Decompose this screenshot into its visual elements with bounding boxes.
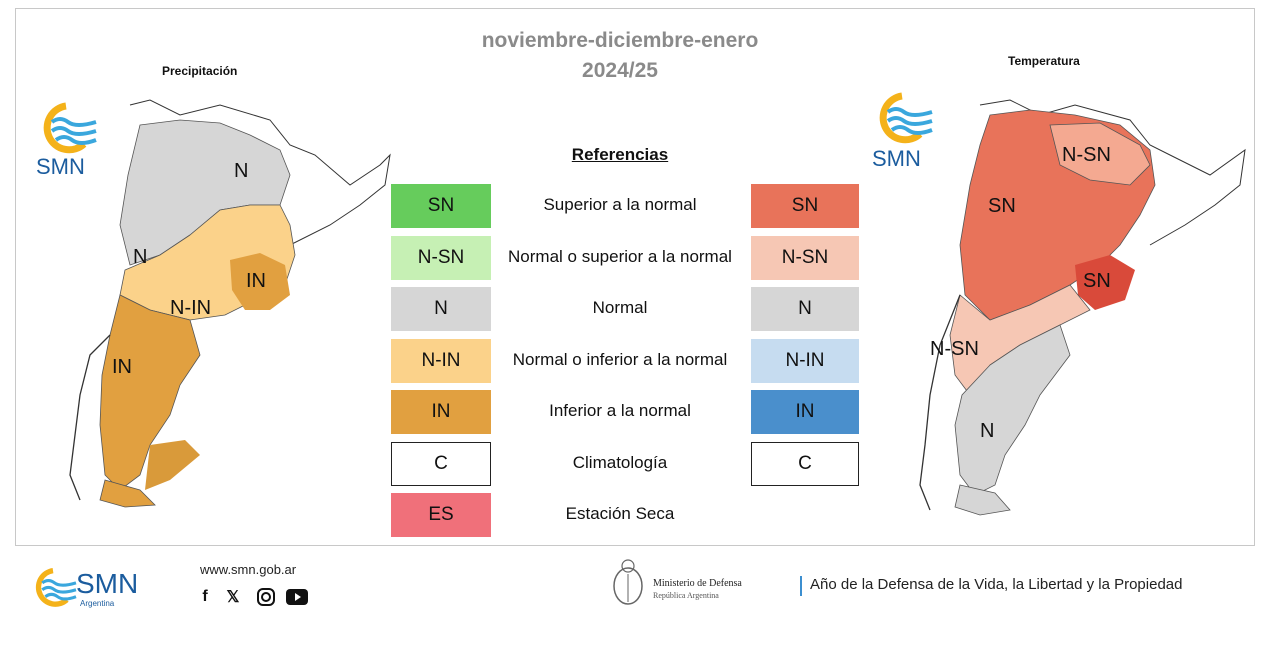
temp-label-north: N-SN xyxy=(1062,144,1111,166)
legend-description: Normal xyxy=(592,298,648,317)
legend-temp-swatch: IN xyxy=(751,390,859,434)
legend-description: Normal o inferior a la normal xyxy=(512,349,728,369)
map-frame xyxy=(15,8,1255,546)
legend-precip-swatch: N-SN xyxy=(391,235,491,280)
precip-label-east: IN xyxy=(246,270,266,292)
temp-label-center: N-SN xyxy=(930,338,979,360)
legend-description: Superior a la normal xyxy=(543,195,697,214)
temp-panel-title: Temperatura xyxy=(1008,54,1080,68)
temp-label-west: SN xyxy=(988,195,1016,217)
ministerio-line2: República Argentina xyxy=(653,591,719,600)
legend-temp-swatch: C xyxy=(751,441,859,486)
smn-logo-icon xyxy=(879,92,933,144)
ministerio-text: Ministerio de Defensa República Argentin… xyxy=(653,578,742,602)
legend-precip-swatch: SN xyxy=(391,184,491,228)
footer-smn-text: SMN xyxy=(76,568,139,599)
legend-temp-swatch: N-IN xyxy=(751,338,859,383)
ministerio-line1: Ministerio de Defensa xyxy=(653,578,742,589)
facebook-icon[interactable]: f xyxy=(202,588,208,605)
temp-label-south: N xyxy=(980,420,995,442)
period-year: 2024/25 xyxy=(582,59,658,82)
legend-description: Inferior a la normal xyxy=(549,401,691,420)
precip-map xyxy=(69,99,391,508)
legend-temp-swatch: N-SN xyxy=(751,235,859,280)
footer-smn-logo: SMN Argentina xyxy=(28,566,138,617)
smn-logo-right: SMN xyxy=(870,90,934,171)
precip-label-west: N xyxy=(133,246,148,268)
smn-logo-icon xyxy=(43,102,97,154)
legend-precip-swatch: N-IN xyxy=(391,338,491,383)
legend-precip-swatch: N xyxy=(391,287,491,331)
precip-label-south: IN xyxy=(112,356,132,378)
period-title: noviembre-diciembre-enero 2024/25 xyxy=(420,26,820,86)
precip-label-north: N xyxy=(234,160,249,182)
youtube-icon[interactable] xyxy=(286,586,308,608)
legend-description: Estación Seca xyxy=(565,504,675,523)
legend-precip-swatch: ES xyxy=(391,493,491,537)
instagram-icon[interactable] xyxy=(255,586,277,608)
footer-smn-sub: Argentina xyxy=(80,599,115,608)
legend-precip-swatch: IN xyxy=(391,390,491,434)
legend-precip-swatch: C xyxy=(391,441,491,486)
legend-temp-swatch: N xyxy=(751,287,859,331)
x-icon[interactable]: 𝕏 xyxy=(226,589,240,606)
lema-divider xyxy=(800,576,802,596)
lema-text: Año de la Defensa de la Vida, la Liberta… xyxy=(810,576,1183,593)
smn-logo-left: SMN xyxy=(34,100,98,179)
smn-logo-icon xyxy=(35,567,77,607)
escudo-icon xyxy=(613,559,643,605)
legend-description: Climatología xyxy=(572,452,668,472)
temp-label-east: SN xyxy=(1083,270,1111,292)
period-months: noviembre-diciembre-enero xyxy=(481,29,759,52)
legend-description: Normal o superior a la normal xyxy=(508,246,732,266)
precip-label-center: N-IN xyxy=(170,297,212,319)
footer-url-link[interactable]: www.smn.gob.ar xyxy=(200,562,297,577)
smn-logo-text: SMN xyxy=(872,146,921,171)
temp-map xyxy=(919,99,1246,516)
precip-panel-title: Precipitación xyxy=(162,64,238,78)
legend-temp-swatch: SN xyxy=(751,184,859,228)
smn-logo-text: SMN xyxy=(36,154,85,179)
legend-title: Referencias xyxy=(571,145,669,164)
